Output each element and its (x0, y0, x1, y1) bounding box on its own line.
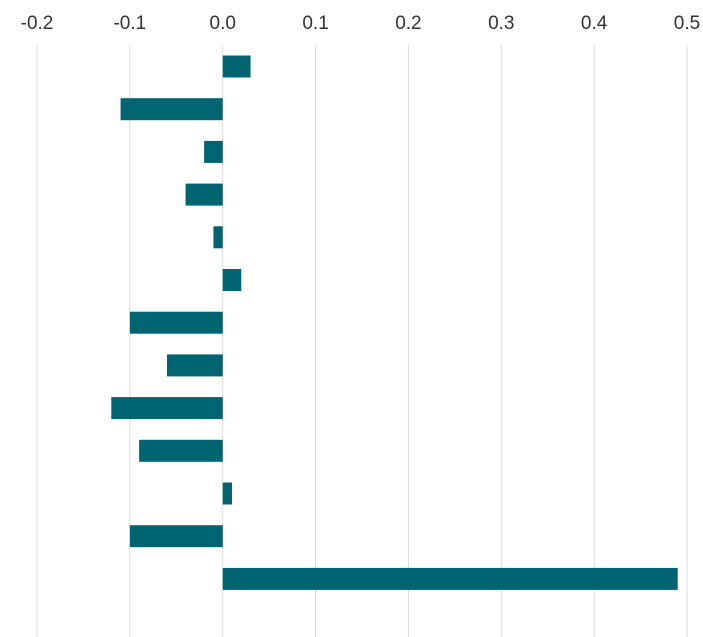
x-tick-label: -0.2 (21, 13, 54, 34)
x-tick-label: 0.1 (302, 13, 328, 34)
x-tick-label: 0.0 (210, 13, 236, 34)
x-tick-label: 0.2 (395, 13, 421, 34)
bar (129, 525, 223, 548)
bar (167, 354, 223, 377)
bar (139, 439, 223, 462)
bar (185, 183, 223, 206)
bar (129, 311, 223, 334)
bar (111, 397, 223, 420)
bar (120, 98, 223, 121)
bar (222, 482, 232, 505)
bar (222, 55, 251, 78)
bar (222, 567, 678, 590)
x-tick-label: -0.1 (113, 13, 146, 34)
bar (213, 226, 223, 249)
x-tick-label: 0.5 (674, 13, 700, 34)
bar (222, 269, 242, 291)
x-tick-label: 0.4 (581, 13, 608, 34)
x-tick-label: 0.3 (488, 13, 514, 34)
bar (204, 140, 223, 163)
